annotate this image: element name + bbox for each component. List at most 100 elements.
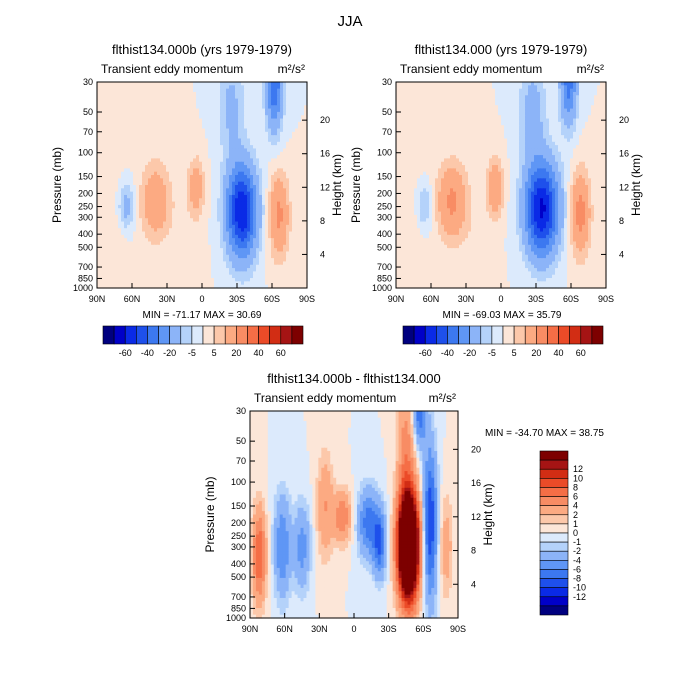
field-cell [262,125,266,130]
field-cell [178,171,182,176]
field-cell [154,241,158,246]
field-cell [109,101,113,106]
field-cell [211,204,215,209]
field-cell [169,118,173,123]
field-cell [283,211,287,216]
field-cell [130,158,134,163]
field-cell [130,185,134,189]
field-cell [268,214,272,219]
field-cell [274,161,278,166]
field-cell [274,141,278,146]
field-cell [241,251,245,256]
field-cell [217,188,221,193]
field-cell [217,194,221,199]
field-cell [133,91,137,96]
field-cell [241,148,245,153]
field-cell [253,141,257,146]
field-cell [223,151,227,156]
field-cell [304,101,308,106]
field-cell [277,228,281,233]
field-cell [124,171,128,176]
field-cell [226,95,230,100]
field-cell [301,178,305,183]
field-cell [295,118,299,123]
field-cell [190,178,194,183]
field-cell [262,148,266,153]
field-cell [208,105,212,110]
field-cell [160,151,164,156]
field-cell [97,241,101,246]
field-cell [160,91,164,96]
field-cell [223,198,227,203]
field-cell [295,228,299,233]
field-cell [250,141,254,146]
field-cell [286,191,290,196]
field-cell [289,271,293,276]
field-cell [232,268,236,272]
field-cell [298,148,302,153]
field-cell [223,208,227,213]
field-cell [178,181,182,186]
field-cell [103,168,107,173]
field-cell [127,188,131,193]
field-cell [301,254,305,259]
field-cell [220,91,224,96]
field-cell [238,131,242,136]
field-cell [139,95,143,100]
field-cell [133,188,137,193]
field-cell [187,268,191,272]
field-cell [124,141,128,146]
field-cell [166,181,170,186]
field-cell [217,145,221,150]
field-cell [259,258,263,263]
field-cell [280,105,284,110]
field-cell [181,165,185,169]
field-cell [232,121,236,126]
field-cell [289,178,293,183]
field-cell [211,128,215,133]
field-cell [286,165,290,169]
field-cell [109,244,113,249]
field-cell [112,155,116,160]
field-cell [208,118,212,123]
field-cell [211,82,215,86]
field-cell [205,204,209,209]
field-cell [130,128,134,133]
field-cell [244,148,248,153]
field-cell [100,158,104,163]
field-cell [160,231,164,236]
field-cell [196,168,200,173]
field-cell [229,211,233,216]
field-cell [268,191,272,196]
field-cell [169,108,173,113]
field-cell [157,171,161,176]
field-cell [193,141,197,146]
field-cell [181,115,185,120]
field-cell [205,161,209,166]
field-cell [298,115,302,120]
field-cell [247,185,251,189]
field-cell [196,251,200,256]
field-cell [190,214,194,219]
field-cell [151,194,155,199]
field-cell [265,191,269,196]
field-cell [217,214,221,219]
field-cell [292,151,296,156]
field-cell [112,191,116,196]
field-cell [160,274,164,279]
field-cell [229,175,233,179]
field-cell [181,101,185,106]
field-cell [115,125,119,130]
field-cell [178,148,182,153]
field-cell [112,101,116,106]
field-cell [292,118,296,123]
field-cell [283,185,287,189]
field-cell [217,208,221,213]
field-cell [295,201,299,206]
field-cell [271,85,275,90]
field-cell [124,128,128,133]
field-cell [196,138,200,143]
field-cell [130,138,134,143]
field-cell [190,208,194,213]
field-cell [187,191,191,196]
